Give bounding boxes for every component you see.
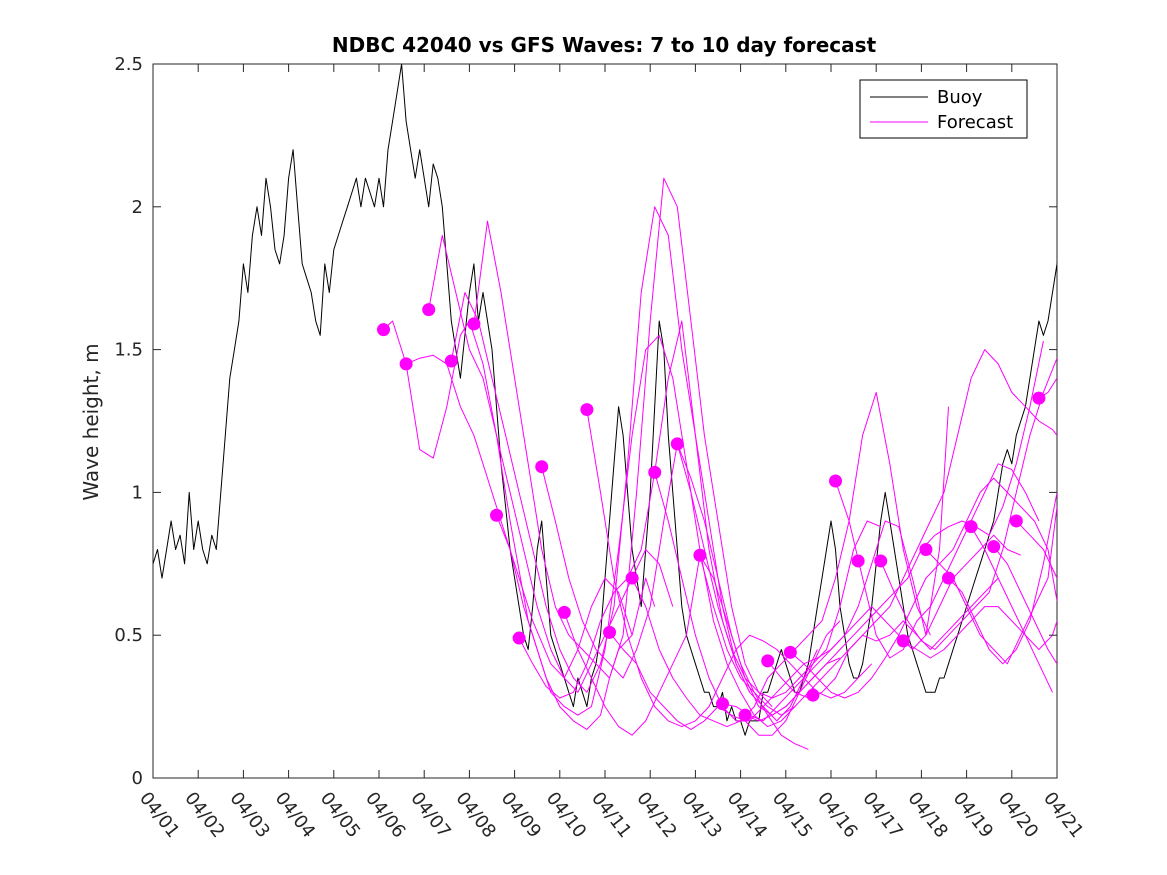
forecast-start-marker xyxy=(738,708,752,722)
y-tick-label: 0 xyxy=(132,768,143,789)
forecast-start-marker xyxy=(1032,391,1046,405)
forecast-start-marker xyxy=(422,303,436,317)
forecast-line xyxy=(722,534,1021,722)
forecast-start-marker xyxy=(399,357,413,371)
forecast-start-marker xyxy=(670,437,684,451)
forecast-start-marker xyxy=(964,520,978,534)
forecast-line xyxy=(631,391,931,728)
y-tick-label: 1 xyxy=(132,482,143,503)
forecast-start-marker xyxy=(874,554,888,568)
y-tick-label: 0.5 xyxy=(114,625,143,646)
forecast-start-marker xyxy=(535,460,549,474)
forecast-start-marker xyxy=(512,631,526,645)
forecast-start-marker xyxy=(603,625,617,639)
forecast-start-marker xyxy=(377,323,391,337)
forecast-line xyxy=(880,358,1057,650)
forecast-start-marker xyxy=(851,554,865,568)
y-axis-label: Wave height, m xyxy=(79,343,103,500)
forecast-start-marker xyxy=(783,645,797,659)
forecast-line xyxy=(789,477,1057,699)
forecast-start-marker xyxy=(919,543,933,557)
forecast-line xyxy=(586,409,873,728)
legend-forecast-label: Forecast xyxy=(937,112,1013,133)
forecast-line xyxy=(496,334,796,728)
y-tick-label: 1.5 xyxy=(114,340,143,361)
forecast-line xyxy=(835,463,1040,659)
forecast-start-marker xyxy=(896,634,910,648)
forecast-line xyxy=(993,546,1057,665)
forecast-line xyxy=(970,526,1057,650)
y-tick-label: 2.5 xyxy=(114,54,143,75)
forecast-line xyxy=(948,492,1057,665)
forecast-start-marker xyxy=(829,474,843,488)
forecast-line xyxy=(609,620,841,736)
forecast-start-marker xyxy=(716,697,730,711)
series-layer xyxy=(153,64,1057,750)
y-axis-ticks: 0 0.5 1 1.5 2 2.5 xyxy=(114,54,1057,789)
forecast-start-marker xyxy=(648,465,662,479)
forecast-line xyxy=(676,443,881,699)
forecast-line xyxy=(450,206,751,693)
plot-area xyxy=(152,63,1058,779)
forecast-line xyxy=(518,320,818,722)
axes-background xyxy=(153,64,1057,778)
forecast-start-marker xyxy=(806,688,820,702)
forecast-line xyxy=(563,554,809,750)
forecast-start-marker xyxy=(987,540,1001,554)
forecast-line xyxy=(473,177,773,707)
forecast-line xyxy=(903,606,1053,693)
y-tick-label: 2 xyxy=(132,197,143,218)
forecast-line xyxy=(405,354,633,679)
forecast-start-marker xyxy=(761,654,775,668)
forecast-start-marker xyxy=(490,508,504,522)
forecast-start-marker xyxy=(1009,514,1023,528)
forecast-start-marker xyxy=(625,571,639,585)
forecast-start-marker xyxy=(444,354,458,368)
legend-box xyxy=(859,79,1028,139)
forecast-start-marker xyxy=(942,571,956,585)
chart-title: NDBC 42040 vs GFS Waves: 7 to 10 day for… xyxy=(332,33,877,57)
legend: Buoy Forecast xyxy=(859,79,1028,139)
legend-buoy-label: Buoy xyxy=(937,87,983,108)
forecast-line xyxy=(1015,520,1057,579)
forecast-start-marker xyxy=(693,548,707,562)
forecast-start-marker xyxy=(557,605,571,619)
buoy-line xyxy=(153,64,1057,736)
forecast-start-marker xyxy=(467,317,481,331)
forecast-start-marker xyxy=(580,403,594,417)
